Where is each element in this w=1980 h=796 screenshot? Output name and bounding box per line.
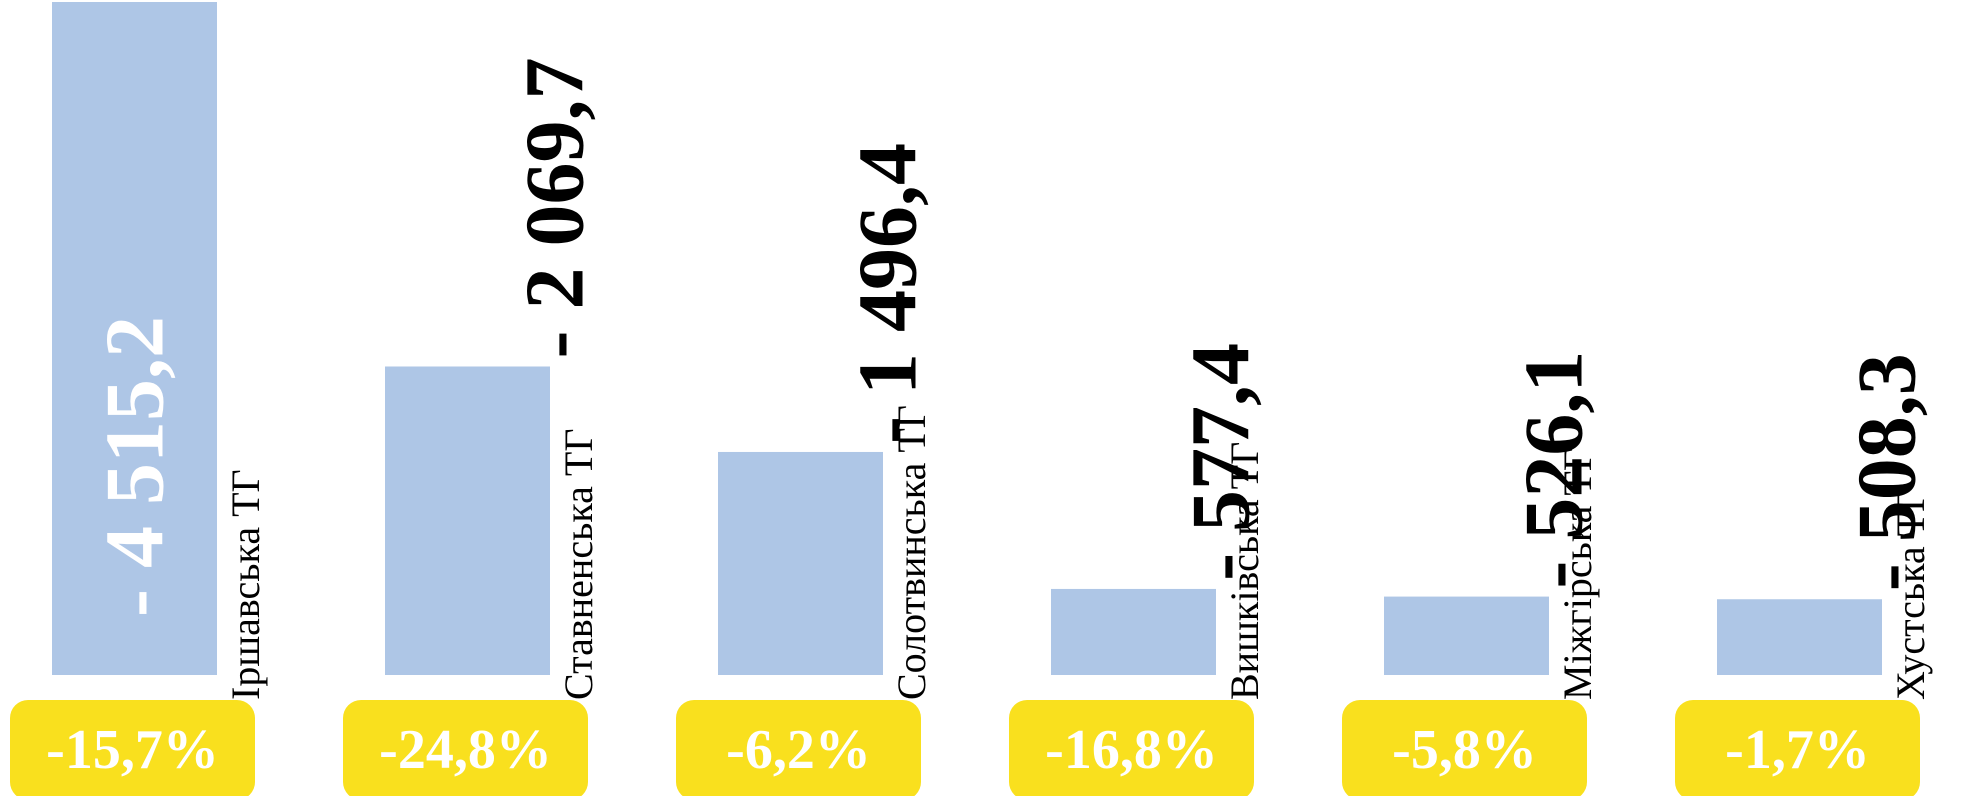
percent-badge-0 [10, 700, 255, 796]
bar-1 [385, 366, 550, 675]
value-label-5: - 508,3 [1841, 353, 1934, 591]
value-label-1: - 2 069,7 [509, 58, 602, 359]
percent-label-1: -24,8% [379, 719, 552, 781]
category-label-5: Хустська ТГ [1888, 489, 1933, 700]
percent-badge-1 [343, 700, 588, 796]
category-label-3: Вишківська ТГ [1222, 442, 1267, 700]
category-label-0: Іршавська ТГ [223, 469, 268, 700]
bar-2 [718, 451, 883, 675]
bar-4 [1384, 596, 1549, 675]
category-label-2: Солотвинська ТГ [889, 405, 934, 700]
bar-0 [52, 2, 217, 675]
percent-label-2: -6,2% [726, 719, 871, 781]
percent-badge-3 [1009, 700, 1254, 796]
percent-badge-5 [1675, 700, 1920, 796]
percent-label-4: -5,8% [1392, 719, 1537, 781]
value-label-3: - 577,4 [1175, 343, 1268, 581]
bar-3 [1051, 588, 1216, 675]
value-label-2: - 1 496,4 [842, 143, 935, 444]
bar-5 [1717, 599, 1882, 675]
percent-label-0: -15,7% [46, 719, 219, 781]
category-label-4: Міжгірська ТГ [1555, 448, 1600, 700]
percent-label-3: -16,8% [1045, 719, 1218, 781]
category-label-1: Ставненська ТГ [556, 429, 601, 700]
percent-badge-4 [1342, 700, 1587, 796]
percent-label-5: -1,7% [1725, 719, 1870, 781]
percent-badge-2 [676, 700, 921, 796]
value-label-0: - 4 515,2 [89, 316, 182, 617]
value-label-4: - 526,1 [1508, 351, 1601, 589]
